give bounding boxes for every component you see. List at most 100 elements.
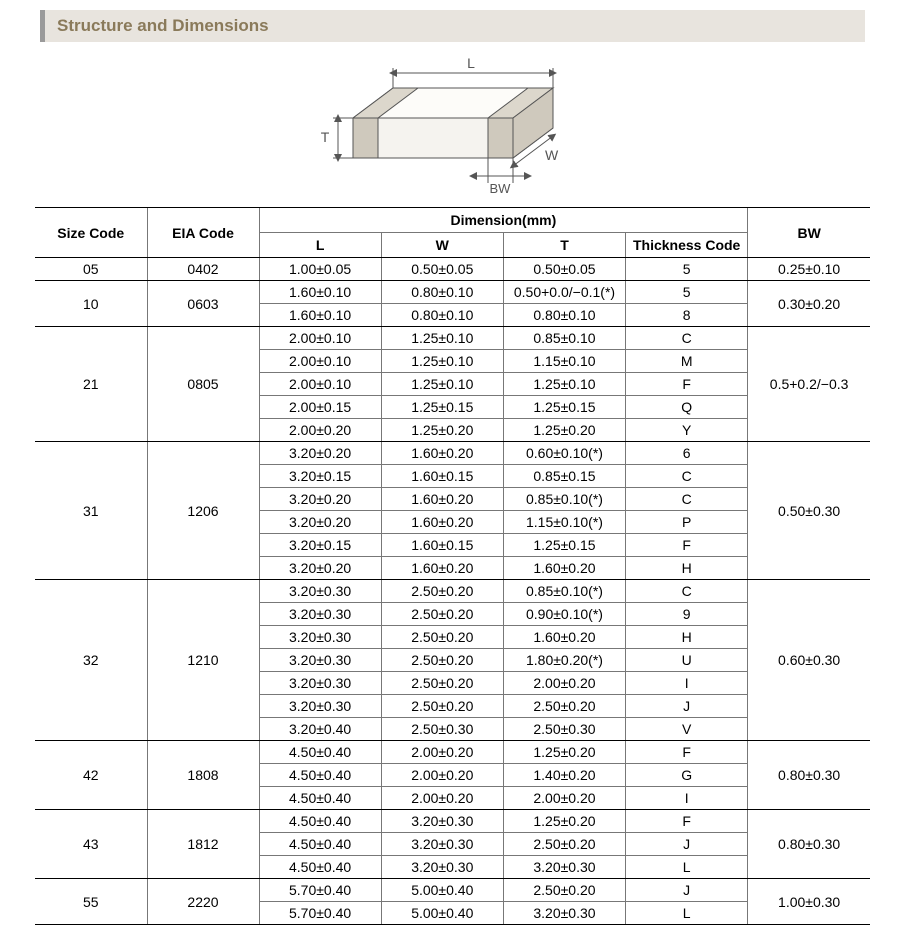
table-row: 0504021.00±0.050.50±0.050.50±0.0550.25±0… [35,258,870,281]
cell-W: 1.60±0.20 [381,488,503,511]
cell-W: 2.50±0.30 [381,718,503,741]
cell-code: U [626,649,748,672]
cell-W: 3.20±0.30 [381,833,503,856]
cell-code: P [626,511,748,534]
cell-eia: 0402 [147,258,259,281]
cell-W: 3.20±0.30 [381,810,503,833]
cell-code: Y [626,419,748,442]
cell-bw: 0.60±0.30 [748,580,870,741]
cell-W: 1.25±0.10 [381,327,503,350]
cell-size: 32 [35,580,147,741]
cell-L: 3.20±0.20 [259,557,381,580]
cell-T: 2.00±0.20 [503,787,625,810]
cell-W: 2.50±0.20 [381,672,503,695]
cell-W: 1.25±0.10 [381,350,503,373]
cell-code: M [626,350,748,373]
cell-L: 2.00±0.15 [259,396,381,419]
cell-T: 1.15±0.10(*) [503,511,625,534]
cell-W: 3.20±0.30 [381,856,503,879]
dimensions-table: Size Code EIA Code Dimension(mm) BW L W … [35,207,870,925]
cell-L: 3.20±0.40 [259,718,381,741]
cell-code: 6 [626,442,748,465]
cell-L: 2.00±0.20 [259,419,381,442]
cell-L: 1.60±0.10 [259,281,381,304]
cell-code: C [626,327,748,350]
cell-T: 1.25±0.15 [503,534,625,557]
cell-L: 4.50±0.40 [259,856,381,879]
cell-L: 2.00±0.10 [259,373,381,396]
cell-T: 2.50±0.20 [503,695,625,718]
cell-W: 1.60±0.20 [381,442,503,465]
cell-L: 3.20±0.30 [259,695,381,718]
cell-W: 2.00±0.20 [381,787,503,810]
diagram-label-L: L [467,55,475,71]
table-body: 0504021.00±0.050.50±0.050.50±0.0550.25±0… [35,258,870,925]
cell-T: 0.85±0.15 [503,465,625,488]
cell-eia: 0603 [147,281,259,327]
cell-T: 0.80±0.10 [503,304,625,327]
cell-T: 0.90±0.10(*) [503,603,625,626]
cell-L: 5.70±0.40 [259,879,381,902]
cell-code: Q [626,396,748,419]
table-row: 1006031.60±0.100.80±0.100.50+0.0/−0.1(*)… [35,281,870,304]
cell-L: 4.50±0.40 [259,810,381,833]
cell-code: 9 [626,603,748,626]
cell-code: H [626,626,748,649]
cell-code: 5 [626,258,748,281]
col-bw: BW [748,208,870,258]
cell-T: 1.25±0.20 [503,419,625,442]
cell-T: 1.40±0.20 [503,764,625,787]
cell-L: 4.50±0.40 [259,741,381,764]
col-thick: Thickness Code [626,233,748,258]
cell-L: 3.20±0.20 [259,488,381,511]
cell-bw: 0.5+0.2/−0.3 [748,327,870,442]
cell-code: C [626,465,748,488]
cell-T: 1.25±0.10 [503,373,625,396]
cell-L: 4.50±0.40 [259,787,381,810]
cell-W: 2.50±0.20 [381,649,503,672]
cell-eia: 1808 [147,741,259,810]
cell-code: F [626,741,748,764]
cell-code: J [626,695,748,718]
cell-size: 05 [35,258,147,281]
cell-W: 1.25±0.15 [381,396,503,419]
cell-T: 1.15±0.10 [503,350,625,373]
cell-L: 3.20±0.30 [259,603,381,626]
cell-W: 0.50±0.05 [381,258,503,281]
cell-W: 2.50±0.20 [381,580,503,603]
cell-L: 3.20±0.20 [259,511,381,534]
cell-eia: 1210 [147,580,259,741]
cell-T: 0.85±0.10(*) [503,580,625,603]
cell-L: 3.20±0.15 [259,534,381,557]
cell-W: 1.25±0.10 [381,373,503,396]
cell-T: 1.60±0.20 [503,557,625,580]
cell-T: 2.50±0.20 [503,879,625,902]
cell-T: 1.80±0.20(*) [503,649,625,672]
cell-bw: 1.00±0.30 [748,879,870,925]
cell-code: C [626,580,748,603]
cell-W: 1.25±0.20 [381,419,503,442]
cell-code: G [626,764,748,787]
cell-size: 43 [35,810,147,879]
cell-L: 3.20±0.30 [259,580,381,603]
cell-size: 21 [35,327,147,442]
cell-T: 1.25±0.20 [503,810,625,833]
cell-T: 1.60±0.20 [503,626,625,649]
cell-T: 0.60±0.10(*) [503,442,625,465]
component-diagram: L T W BW [0,48,905,203]
col-T: T [503,233,625,258]
cell-size: 31 [35,442,147,580]
cell-eia: 1812 [147,810,259,879]
cell-bw: 0.80±0.30 [748,741,870,810]
cell-code: V [626,718,748,741]
cell-T: 0.50+0.0/−0.1(*) [503,281,625,304]
cell-bw: 0.25±0.10 [748,258,870,281]
cell-size: 55 [35,879,147,925]
diagram-label-W: W [545,147,559,163]
cell-eia: 1206 [147,442,259,580]
cell-L: 2.00±0.10 [259,350,381,373]
col-L: L [259,233,381,258]
cell-L: 4.50±0.40 [259,764,381,787]
cell-code: J [626,833,748,856]
col-dim: Dimension(mm) [259,208,748,233]
